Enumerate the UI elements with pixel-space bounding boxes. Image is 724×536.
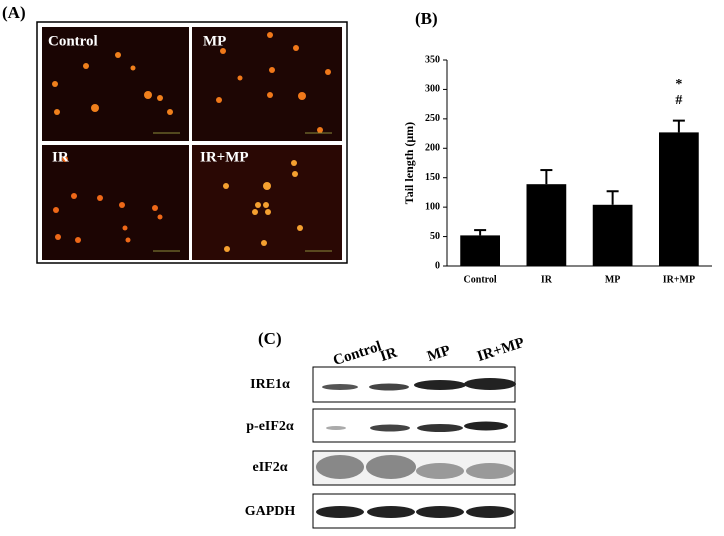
row-label: IRE1α bbox=[250, 377, 290, 392]
x-tick-label: IR+MP bbox=[663, 274, 695, 285]
annotation: # bbox=[675, 93, 682, 108]
y-tick-label: 0 bbox=[435, 260, 440, 271]
lane-label: Control bbox=[331, 338, 383, 369]
bar bbox=[592, 204, 633, 266]
y-tick-label: 200 bbox=[425, 143, 440, 154]
micrograph bbox=[42, 145, 189, 260]
x-tick-label: MP bbox=[605, 274, 621, 285]
image-label: IR bbox=[52, 149, 69, 165]
lane-label: MP bbox=[425, 343, 452, 365]
micrograph bbox=[192, 145, 342, 260]
panel-label: (C) bbox=[258, 329, 282, 348]
y-tick-label: 250 bbox=[425, 113, 440, 124]
annotation: * bbox=[675, 77, 682, 92]
panel-label: (A) bbox=[2, 3, 26, 22]
row-label: p-eIF2α bbox=[246, 419, 294, 434]
x-tick-label: IR bbox=[541, 274, 553, 285]
lane-label: IR+MP bbox=[475, 335, 526, 365]
image-label: Control bbox=[48, 33, 98, 49]
bar bbox=[526, 184, 567, 266]
bar bbox=[659, 132, 699, 266]
row-label: GAPDH bbox=[245, 504, 296, 519]
y-tick-label: 50 bbox=[430, 231, 440, 242]
micrograph bbox=[192, 27, 342, 141]
panel-label: (B) bbox=[415, 9, 438, 28]
blot-bands bbox=[316, 378, 516, 518]
y-tick-label: 350 bbox=[425, 54, 440, 65]
y-tick-label: 150 bbox=[425, 172, 440, 183]
bar bbox=[460, 235, 500, 266]
lane-label: IR bbox=[378, 345, 399, 365]
image-label: IR+MP bbox=[200, 149, 249, 165]
row-label: eIF2α bbox=[252, 460, 287, 475]
y-axis-title: Tail length (μm) bbox=[402, 122, 416, 204]
image-label: MP bbox=[203, 33, 226, 49]
x-tick-label: Control bbox=[464, 274, 497, 285]
micrograph bbox=[42, 27, 189, 141]
y-tick-label: 300 bbox=[425, 84, 440, 95]
y-tick-label: 100 bbox=[425, 201, 440, 212]
